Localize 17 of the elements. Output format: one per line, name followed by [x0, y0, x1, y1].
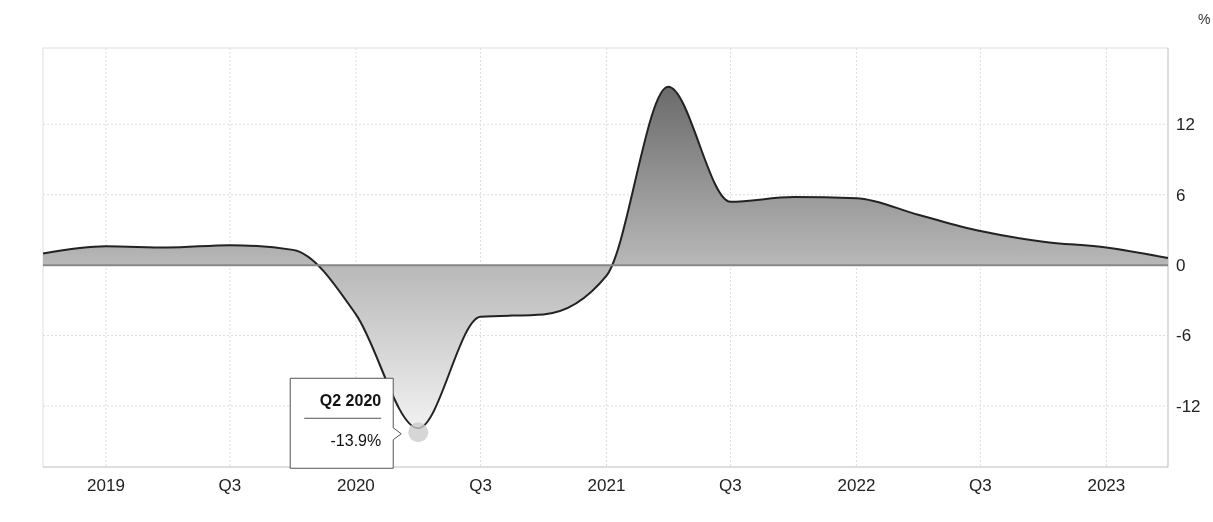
- y-tick-label: -6: [1176, 326, 1192, 346]
- annotation: Q2 2020: [319, 392, 382, 410]
- x-tick-label: Q3: [469, 476, 492, 495]
- x-tick-label: 2022: [837, 476, 876, 495]
- y-axis-title: %: [1198, 11, 1211, 27]
- x-tick-label: 2021: [587, 476, 626, 495]
- y-tick-label: 12: [1176, 115, 1195, 135]
- x-tick-label: Q3: [218, 476, 242, 495]
- x-tick-label: 2023: [1087, 476, 1126, 495]
- y-tick-label: -12: [1176, 396, 1201, 416]
- annotation: -13.9%: [330, 432, 382, 450]
- x-tick-label: 2019: [87, 476, 125, 495]
- x-tick-label: Q3: [969, 476, 992, 495]
- x-tick-label: Q3: [719, 476, 742, 495]
- y-tick-label: 0: [1176, 256, 1186, 276]
- y-tick-label: 6: [1176, 185, 1186, 205]
- x-tick-label: 2020: [337, 476, 375, 495]
